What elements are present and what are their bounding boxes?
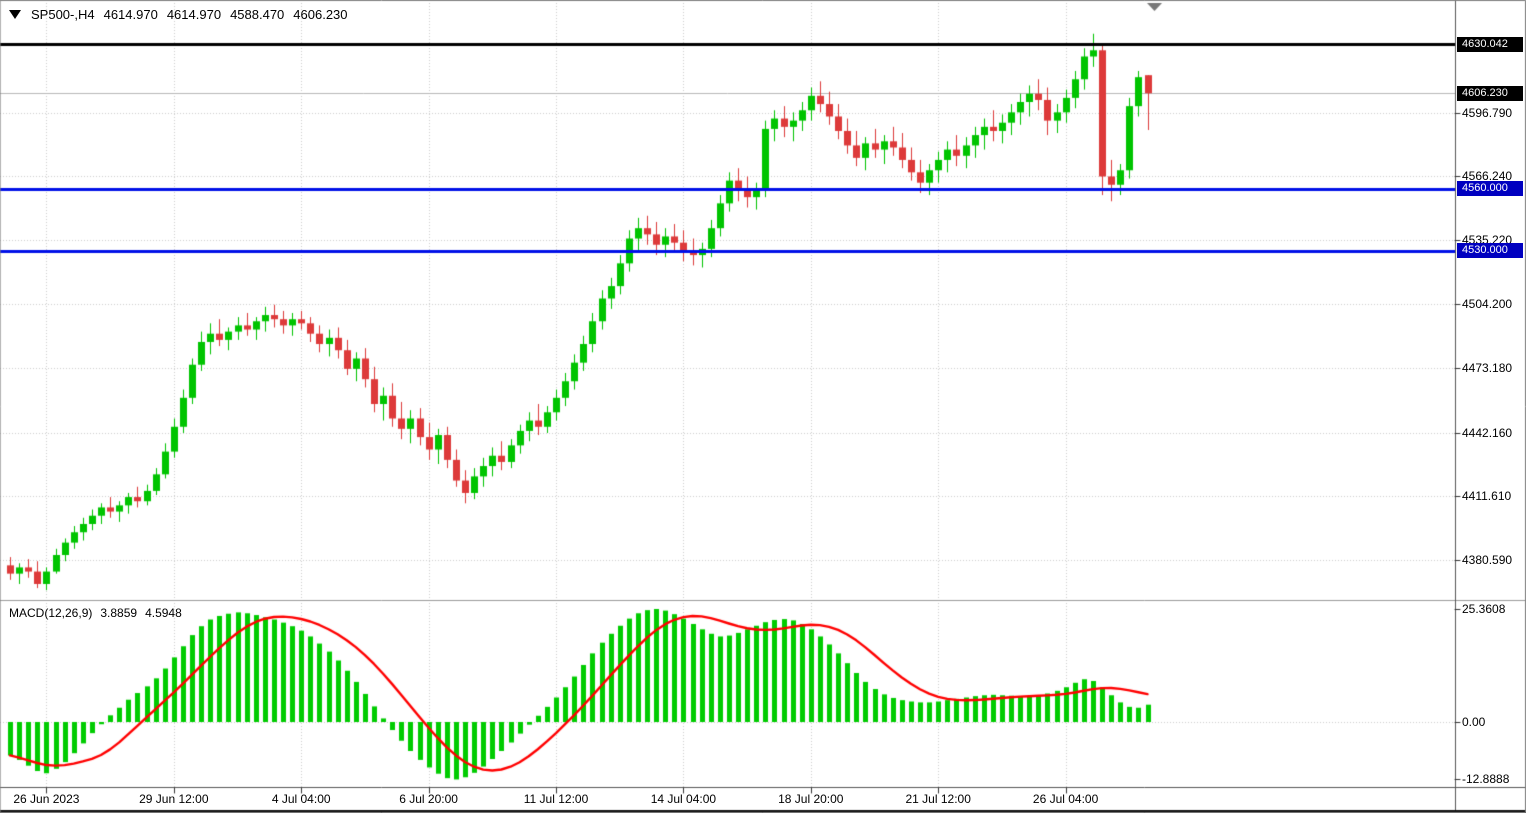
chart-info-bar: SP500-,H4 4614.970 4614.970 4588.470 460… <box>9 7 348 22</box>
ohlc-close: 4606.230 <box>293 7 348 22</box>
ohlc-low: 4588.470 <box>230 7 285 22</box>
ohlc-high: 4614.970 <box>166 7 222 22</box>
symbol-triangle-icon <box>9 10 21 19</box>
ohlc-open: 4614.970 <box>103 7 158 22</box>
macd-name: MACD(12,26,9) <box>9 606 93 620</box>
macd-signal-value: 4.5948 <box>145 606 182 620</box>
macd-indicator-label: MACD(12,26,9) 3.8859 4.5948 <box>9 606 182 620</box>
macd-main-value: 3.8859 <box>100 606 138 620</box>
chart-symbol-period: SP500-,H4 <box>31 7 95 22</box>
